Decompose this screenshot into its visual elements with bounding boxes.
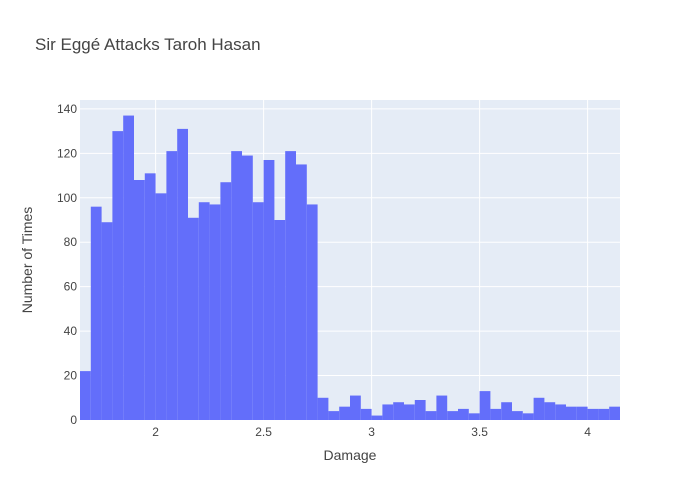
histogram-bar [198,202,210,420]
histogram-bar [501,402,512,420]
x-tick-label: 3.5 [471,425,488,439]
histogram-bar [274,220,286,420]
y-tick-label: 80 [64,235,78,249]
histogram-bar [566,406,577,420]
histogram-bar [447,411,458,420]
histogram-bar [339,406,350,420]
y-tick-label: 0 [70,413,77,427]
histogram-bar [587,408,599,420]
histogram-bar [371,415,383,420]
y-tick-label: 60 [64,280,78,294]
histogram-bar [544,402,556,420]
histogram-bar [436,395,448,420]
histogram-bar [576,406,588,420]
histogram-bar [177,128,188,420]
histogram-bar [112,131,124,420]
histogram-bar [252,202,264,420]
histogram-bar [458,408,469,420]
histogram-bar [80,371,91,420]
histogram-bar [188,217,199,420]
histogram-bar [90,206,102,420]
histogram-bar [360,408,372,420]
histogram-bar [414,400,426,420]
x-tick-label: 2.5 [255,425,272,439]
histogram-bar [598,408,610,420]
histogram-bar [328,411,340,420]
x-tick-label: 3 [368,425,375,439]
y-axis-ticks: 0 20 40 60 80 100 120 140 [57,102,77,427]
histogram-bar [296,164,307,420]
histogram-bar [522,413,534,420]
histogram-bar [533,397,545,420]
histogram-bar [555,404,566,420]
histogram-bar [144,173,156,420]
histogram-bar [306,204,318,420]
histogram-bar [350,395,361,420]
histogram-bar [209,204,221,420]
histogram-bar [468,413,480,420]
histogram-bar [231,151,242,420]
histogram-bar [134,180,145,420]
histogram-bar [166,151,178,420]
histogram-bar [101,222,113,420]
histogram-bar [609,406,620,420]
histogram-bar [393,402,404,420]
histogram-bar [285,151,296,420]
histogram-bar [155,193,167,420]
x-axis-title: Damage [324,447,377,463]
histogram-bar [382,404,394,420]
y-axis-title: Number of Times [19,207,35,314]
histogram-bar [425,411,437,420]
histogram-bar [479,391,491,420]
histogram-bar [512,411,523,420]
histogram-bar [123,115,134,421]
histogram-bar [317,397,329,420]
y-tick-label: 100 [57,191,77,205]
x-tick-label: 4 [584,425,591,439]
histogram-bar [490,408,502,420]
x-tick-label: 2 [152,425,159,439]
y-tick-label: 40 [64,324,78,338]
histogram-bar [263,160,275,420]
chart-title: Sir Eggé Attacks Taroh Hasan [35,35,261,54]
y-tick-label: 120 [57,146,77,160]
y-tick-label: 140 [57,102,77,116]
histogram-bar [242,155,253,421]
x-axis-ticks: 2 2.5 3 3.5 4 [152,425,591,439]
histogram-bar [404,404,415,420]
histogram-bar [220,182,232,420]
y-tick-label: 20 [64,369,78,383]
bars [80,115,620,421]
